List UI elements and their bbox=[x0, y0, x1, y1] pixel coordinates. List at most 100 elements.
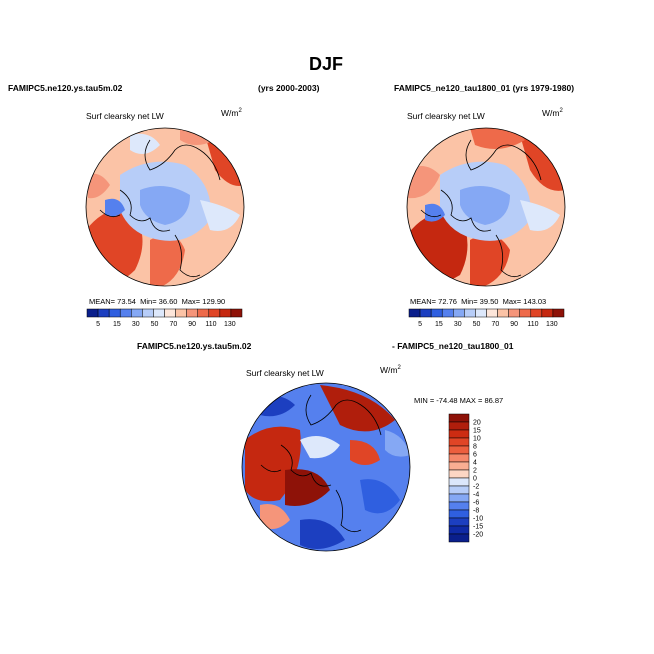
left-units: W/m2 bbox=[221, 108, 242, 118]
diff-colorbar-tick-label: -10 bbox=[473, 516, 483, 523]
right-colorbar-swatch bbox=[541, 308, 554, 318]
left-field-label: Surf clearsky net LW bbox=[86, 111, 164, 121]
left-colorbar-tick-label: 30 bbox=[132, 321, 140, 328]
left-colorbar-swatch bbox=[153, 308, 165, 318]
left-colorbar-tick-label: 15 bbox=[113, 321, 121, 328]
diff-colorbar-tick-label: 2 bbox=[473, 468, 477, 475]
diff-colorbar-tick-label: 0 bbox=[473, 476, 477, 483]
diff-coastlines bbox=[260, 394, 382, 533]
left-colorbar-swatch bbox=[219, 308, 232, 318]
right-min: 39.50 bbox=[479, 297, 499, 306]
right-colorbar-tick-label: 15 bbox=[435, 321, 443, 328]
left-colorbar-tick-label: 110 bbox=[205, 321, 216, 328]
left-colorbar-swatch bbox=[208, 308, 221, 318]
left-colorbar-swatch bbox=[164, 308, 176, 318]
right-stats: MEAN= 72.76 Min= 39.50 Max= 143.03 bbox=[410, 297, 547, 306]
left-max: 129.90 bbox=[202, 297, 226, 306]
diff-colorbar-swatch bbox=[448, 429, 470, 439]
left-colorbar-swatch bbox=[142, 308, 154, 318]
left-colorbar-tick-label: 50 bbox=[151, 321, 159, 328]
diff-colorbar-swatch bbox=[448, 453, 470, 463]
left-min: 36.60 bbox=[158, 297, 178, 306]
left-colorbar-swatch bbox=[131, 308, 143, 318]
left-colorbar-swatch bbox=[119, 308, 132, 318]
diff-colorbar-tick-label: 20 bbox=[473, 420, 481, 427]
diff-colorbar-swatch bbox=[448, 437, 470, 447]
diff-colorbar-swatch bbox=[448, 421, 470, 431]
diff-colorbar-tick-label: 15 bbox=[473, 428, 481, 435]
diff-colorbar-tick-label: -20 bbox=[473, 532, 483, 539]
right-mean: 72.76 bbox=[438, 297, 457, 306]
right-colorbar-tick-label: 130 bbox=[546, 321, 558, 328]
diff-colorbar-tick-label: -2 bbox=[473, 484, 479, 491]
right-colorbar-tick-label: 110 bbox=[527, 321, 538, 328]
diff-colorbar-tick-label: -4 bbox=[473, 492, 479, 499]
diff-colorbar-swatch bbox=[448, 501, 470, 511]
right-colorbar-swatch bbox=[552, 308, 565, 318]
right-polar-map bbox=[407, 128, 565, 286]
left-colorbar-swatch bbox=[197, 308, 210, 318]
diff-colorbar-swatch bbox=[448, 493, 470, 503]
right-colorbar-tick-label: 70 bbox=[491, 321, 499, 328]
diff-colorbar-swatch bbox=[448, 525, 470, 535]
right-colorbar-swatch bbox=[475, 308, 487, 318]
left-stats: MEAN= 73.54 Min= 36.60 Max= 129.90 bbox=[89, 297, 226, 306]
diff-case-b: - FAMIPC5_ne120_tau1800_01 bbox=[392, 341, 514, 351]
left-colorbar-swatch bbox=[108, 308, 121, 318]
right-colorbar-tick-label: 90 bbox=[510, 321, 518, 328]
right-colorbar-swatch bbox=[519, 308, 532, 318]
right-colorbar-swatch bbox=[430, 308, 443, 318]
diff-colorbar-swatch bbox=[448, 477, 470, 487]
diff-colorbar-swatch bbox=[448, 517, 470, 527]
left-colorbar-swatch bbox=[175, 308, 187, 318]
diff-colorbar-swatch bbox=[448, 509, 470, 519]
right-colorbar-swatch bbox=[419, 308, 432, 318]
right-colorbar-swatch bbox=[464, 308, 476, 318]
diff-colorbar-tick-label: 8 bbox=[473, 444, 477, 451]
diff-minmax: MIN = -74.48 MAX = 86.87 bbox=[414, 396, 504, 405]
left-colorbar-swatch bbox=[186, 308, 198, 318]
right-colorbar-swatch bbox=[486, 308, 498, 318]
left-mean: 73.54 bbox=[117, 297, 136, 306]
left-colorbar-swatch bbox=[97, 308, 110, 318]
right-units: W/m2 bbox=[542, 108, 563, 118]
diff-polar-map bbox=[242, 383, 410, 551]
right-colorbar-swatch bbox=[408, 308, 421, 318]
left-colorbar-tick-label: 130 bbox=[224, 321, 236, 328]
left-case-name: FAMIPC5.ne120.ys.tau5m.02 bbox=[8, 83, 123, 93]
diff-colorbar-swatch bbox=[448, 485, 470, 495]
page-title: DJF bbox=[309, 54, 344, 74]
diff-colorbar-tick-label: 6 bbox=[473, 452, 477, 459]
left-colorbar-swatch bbox=[86, 308, 99, 318]
right-colorbar-tick-label: 50 bbox=[473, 321, 481, 328]
left-colorbar-tick-label: 90 bbox=[188, 321, 196, 328]
right-case-name: FAMIPC5_ne120_tau1800_01 (yrs 1979-1980) bbox=[394, 83, 575, 93]
right-colorbar-swatch bbox=[530, 308, 543, 318]
left-colorbar-swatch bbox=[230, 308, 243, 318]
diff-colorbar-tick-label: 10 bbox=[473, 436, 481, 443]
diff-colorbar-swatch bbox=[448, 461, 470, 471]
diff-colorbar-tick-label: 4 bbox=[473, 460, 477, 467]
diff-case-a: FAMIPC5.ne120.ys.tau5m.02 bbox=[137, 341, 252, 351]
right-colorbar-tick-label: 30 bbox=[454, 321, 462, 328]
left-colorbar-tick-label: 5 bbox=[96, 321, 100, 328]
diff-colorbar-swatch bbox=[448, 413, 470, 423]
left-case-years: (yrs 2000-2003) bbox=[258, 83, 320, 93]
diff-units: W/m2 bbox=[380, 365, 401, 375]
diff-field-label: Surf clearsky net LW bbox=[246, 368, 324, 378]
right-colorbar-tick-label: 5 bbox=[418, 321, 422, 328]
diff-colorbar-swatch bbox=[448, 445, 470, 455]
right-coastlines bbox=[420, 139, 542, 278]
left-coastlines bbox=[99, 139, 221, 278]
right-field-label: Surf clearsky net LW bbox=[407, 111, 485, 121]
right-colorbar-swatch bbox=[497, 308, 509, 318]
right-max: 143.03 bbox=[523, 297, 547, 306]
left-colorbar: 5 15 30 50 70 90 110 130 bbox=[86, 308, 243, 328]
diff-colorbar-swatch bbox=[448, 469, 470, 479]
diff-colorbar-tick-label: -8 bbox=[473, 508, 479, 515]
right-colorbar-swatch bbox=[441, 308, 454, 318]
right-colorbar-swatch bbox=[508, 308, 520, 318]
right-colorbar: 5 15 30 50 70 90 110 130 bbox=[408, 308, 565, 328]
